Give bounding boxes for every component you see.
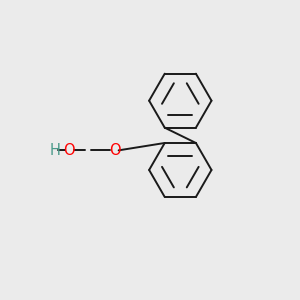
Text: O: O <box>64 143 75 158</box>
Text: H: H <box>50 143 60 158</box>
Text: O: O <box>109 143 120 158</box>
